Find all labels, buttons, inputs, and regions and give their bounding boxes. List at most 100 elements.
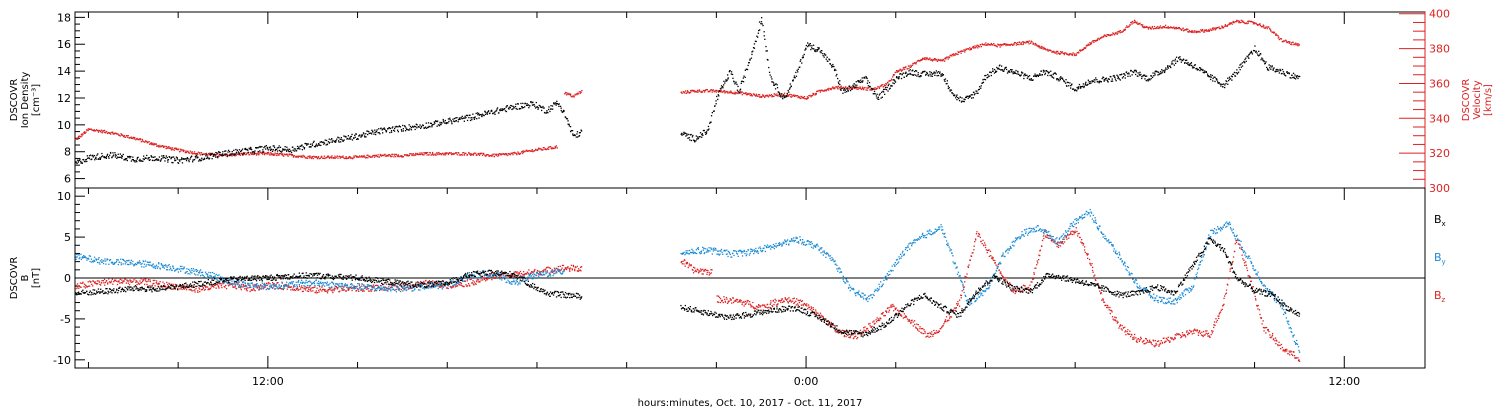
data-point bbox=[969, 95, 971, 97]
data-point bbox=[433, 123, 435, 125]
data-point bbox=[505, 106, 507, 108]
data-point bbox=[76, 287, 78, 289]
data-point bbox=[234, 154, 237, 156]
data-point bbox=[174, 159, 176, 162]
data-point bbox=[798, 96, 800, 98]
data-point bbox=[227, 149, 230, 151]
data-point bbox=[930, 71, 932, 74]
data-point bbox=[759, 96, 761, 98]
data-point bbox=[141, 140, 144, 142]
data-point bbox=[195, 154, 197, 157]
data-point bbox=[922, 333, 925, 335]
data-point bbox=[909, 66, 911, 68]
data-point bbox=[740, 92, 742, 94]
data-point bbox=[934, 332, 936, 334]
data-point bbox=[950, 89, 953, 91]
data-point bbox=[878, 318, 880, 320]
data-point bbox=[1248, 57, 1250, 59]
data-point bbox=[1240, 21, 1242, 23]
data-point bbox=[1149, 26, 1151, 28]
data-point bbox=[188, 152, 190, 154]
data-point bbox=[733, 93, 736, 95]
data-point bbox=[1297, 45, 1299, 47]
data-point bbox=[111, 131, 114, 133]
data-point bbox=[1147, 80, 1149, 82]
data-point bbox=[724, 82, 726, 84]
data-point bbox=[545, 112, 547, 114]
data-point bbox=[87, 281, 89, 283]
data-point bbox=[696, 268, 698, 270]
data-point bbox=[739, 89, 741, 91]
data-point bbox=[908, 319, 910, 321]
data-point bbox=[337, 140, 340, 142]
data-point bbox=[1099, 37, 1101, 40]
data-point bbox=[118, 156, 120, 159]
data-point bbox=[835, 69, 837, 71]
data-point bbox=[770, 302, 772, 304]
data-point bbox=[1210, 74, 1212, 76]
data-point bbox=[1121, 73, 1123, 75]
data-point bbox=[965, 96, 967, 99]
data-point bbox=[906, 318, 909, 320]
data-point bbox=[1291, 42, 1293, 44]
data-point bbox=[1251, 53, 1254, 55]
data-point bbox=[559, 105, 562, 107]
data-point bbox=[548, 106, 550, 108]
data-point bbox=[513, 152, 515, 154]
bottom-panel-ticks bbox=[75, 188, 1425, 368]
data-point bbox=[1113, 74, 1115, 77]
data-point bbox=[1080, 85, 1082, 88]
data-point bbox=[719, 88, 722, 90]
data-point bbox=[77, 138, 79, 140]
data-point bbox=[577, 93, 580, 95]
data-point bbox=[263, 147, 265, 149]
data-point bbox=[223, 285, 225, 288]
data-point bbox=[1234, 75, 1237, 77]
data-point bbox=[428, 285, 430, 287]
data-point bbox=[447, 153, 450, 156]
data-point bbox=[993, 68, 996, 71]
data-point bbox=[167, 286, 169, 288]
data-point bbox=[90, 128, 93, 130]
data-point bbox=[728, 92, 731, 94]
data-point bbox=[800, 300, 802, 303]
data-point bbox=[286, 288, 288, 290]
data-point bbox=[325, 139, 328, 142]
data-point bbox=[718, 296, 721, 299]
data-point bbox=[101, 132, 103, 134]
data-point bbox=[415, 285, 417, 288]
data-point bbox=[1176, 27, 1178, 29]
data-point bbox=[290, 289, 292, 291]
data-point bbox=[322, 288, 324, 291]
data-point bbox=[849, 336, 852, 338]
data-point bbox=[767, 95, 769, 97]
data-point bbox=[1269, 65, 1272, 67]
data-point bbox=[205, 286, 208, 288]
data-point bbox=[248, 147, 250, 149]
data-point bbox=[924, 70, 926, 73]
data-point bbox=[1142, 24, 1144, 26]
data-point bbox=[277, 154, 279, 156]
data-point bbox=[323, 141, 325, 143]
data-point bbox=[1193, 67, 1195, 69]
data-point bbox=[148, 159, 150, 161]
data-point bbox=[866, 89, 868, 91]
data-point bbox=[697, 269, 699, 271]
data-point bbox=[196, 152, 199, 155]
data-point bbox=[815, 311, 817, 313]
data-point bbox=[455, 283, 457, 285]
data-point bbox=[852, 84, 854, 86]
data-point bbox=[432, 154, 434, 156]
data-point bbox=[1136, 23, 1139, 25]
data-point bbox=[425, 122, 427, 124]
data-point bbox=[1036, 74, 1039, 77]
data-point bbox=[150, 155, 152, 157]
data-point bbox=[710, 121, 712, 123]
data-point bbox=[971, 94, 973, 96]
data-point bbox=[775, 300, 777, 302]
data-point bbox=[1033, 75, 1035, 77]
data-point bbox=[767, 303, 769, 305]
data-point bbox=[929, 57, 931, 59]
data-point bbox=[803, 53, 805, 56]
data-point bbox=[883, 91, 885, 93]
